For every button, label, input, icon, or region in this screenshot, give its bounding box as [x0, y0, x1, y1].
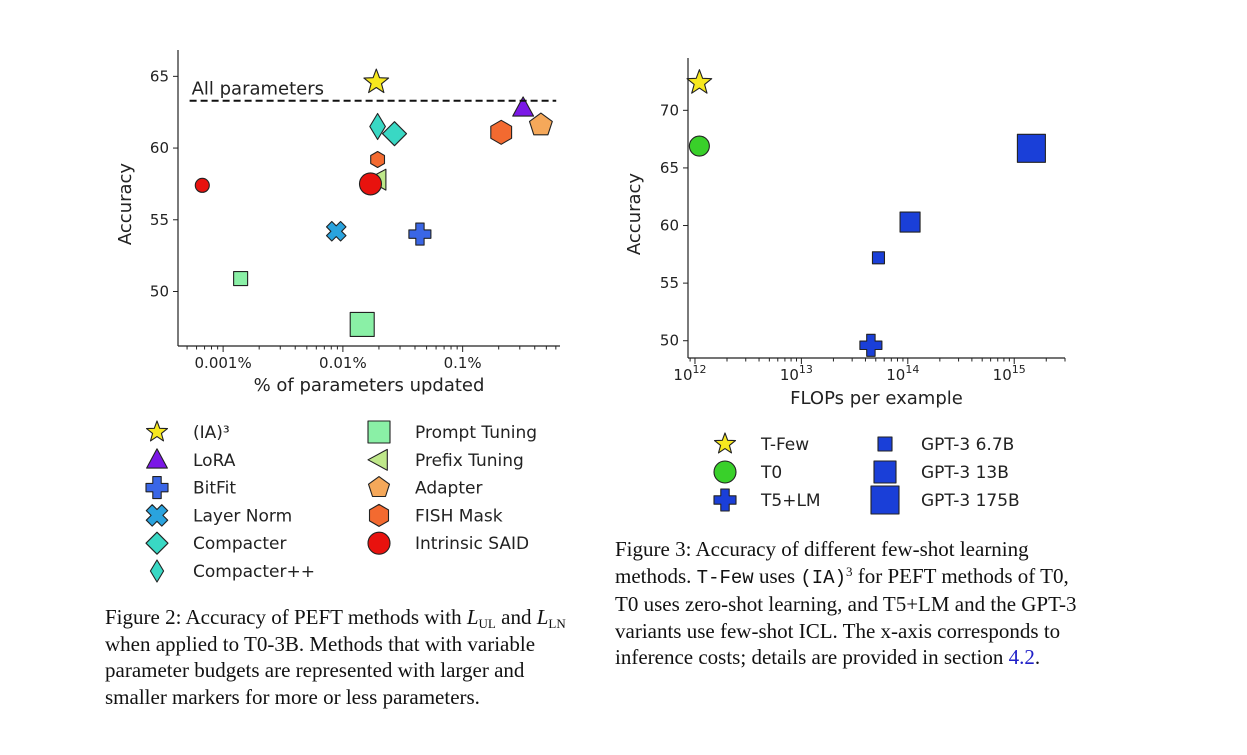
legend-label-gpt-3-13b: GPT-3 13B — [921, 463, 1009, 483]
x-tick-exponent: 13 — [799, 363, 813, 376]
figure2-chart: 50 55 60 65 0.001% 0.01% 0.1% % of parameters u… — [115, 50, 560, 583]
point-compacter — [381, 121, 408, 147]
legend-marker-adapter — [367, 476, 391, 498]
point-fish-mask — [370, 150, 386, 169]
x-axis-label: FLOPs per example — [790, 388, 963, 409]
x-tick-label: 1012 — [673, 363, 706, 384]
legend-marker-prompt-tuning — [367, 420, 391, 444]
section-link[interactable]: 4.2 — [1008, 645, 1035, 669]
y-tick-label: 55 — [150, 211, 169, 229]
figure3-chart: 50 55 60 65 70 1012 1013 1014 1015 FLOPs per exam… — [624, 58, 1066, 515]
x-tick-label: 1015 — [993, 363, 1026, 384]
legend-label-layer-norm: Layer Norm — [193, 506, 292, 526]
figure3-caption-label: Figure 3: — [615, 537, 692, 561]
all-parameters-label: All parameters — [192, 79, 324, 100]
x-tick-exponent: 14 — [905, 363, 919, 376]
x-tick-label: 0.001% — [195, 354, 252, 372]
legend-label-prefix-tuning: Prefix Tuning — [415, 451, 524, 471]
point-bitfit — [408, 222, 432, 246]
legend-label-compacter: Compacter — [193, 534, 287, 554]
legend-label-fish-mask: FISH Mask — [415, 506, 503, 526]
y-tick-label: 55 — [660, 274, 679, 292]
x-axis-label: % of parameters updated — [254, 375, 485, 396]
y-tick-label: 50 — [150, 282, 169, 300]
point-layer-norm — [325, 220, 347, 242]
point-ia — [363, 68, 390, 94]
x-tick-label: 0.1% — [444, 354, 482, 372]
legend-marker-compacter — [149, 559, 165, 583]
x-tick-label: 1013 — [780, 363, 813, 384]
legend-label-intrinsic-said: Intrinsic SAID — [415, 534, 529, 554]
y-tick-label: 65 — [660, 159, 679, 177]
legend-label-adapter: Adapter — [415, 479, 482, 499]
point-gpt-3-13b — [899, 211, 921, 233]
legend-marker-intrinsic-said — [367, 531, 391, 555]
legend-label-t5-lm: T5+LM — [760, 491, 821, 511]
point-gpt-3-6-7b — [871, 251, 886, 265]
legend-marker-gpt-3-175b — [870, 485, 900, 515]
legend-label-gpt-3-6-7b: GPT-3 6.7B — [921, 435, 1014, 455]
x-tick-exponent: 15 — [1012, 363, 1026, 376]
legend-marker-t-few — [713, 432, 737, 454]
point-t5-lm — [859, 333, 883, 357]
x-tick-label: 1014 — [886, 363, 919, 384]
legend-label-t0: T0 — [760, 463, 782, 483]
legend-marker-prefix-tuning — [367, 448, 388, 471]
figure2-caption-label: Figure 2: — [105, 605, 182, 629]
legend-label-gpt-3-175b: GPT-3 175B — [921, 491, 1020, 511]
point-lora — [512, 96, 535, 117]
legend-marker-t0 — [713, 460, 737, 484]
point-intrinsic-said — [358, 172, 383, 196]
point-prompt-tuning — [349, 311, 375, 338]
point-adapter — [528, 112, 553, 136]
legend-label-t-few: T-Few — [760, 435, 809, 455]
point-intrinsic-said — [194, 177, 210, 193]
legend-label-compacter: Compacter++ — [193, 562, 315, 582]
figure3-caption: Figure 3: Accuracy of different few-shot… — [615, 537, 1077, 669]
legend-marker-fish-mask — [368, 503, 390, 527]
point-prompt-tuning — [233, 271, 249, 287]
legend-marker-compacter — [145, 531, 169, 555]
legend-marker-t5-lm — [713, 488, 737, 512]
legend-marker-lora — [146, 448, 168, 469]
legend-label-ia: (IA)³ — [193, 423, 230, 443]
point-gpt-3-175b — [1016, 133, 1046, 163]
y-tick-label: 60 — [150, 139, 169, 157]
y-axis-label: Accuracy — [624, 173, 645, 256]
x-tick-label: 0.01% — [319, 354, 367, 372]
point-fish-mask — [490, 119, 513, 145]
y-tick-label: 70 — [660, 101, 679, 119]
legend-marker-bitfit — [145, 476, 169, 500]
legend-marker-gpt-3-13b — [873, 460, 897, 484]
point-t-few — [686, 69, 713, 94]
figure2-caption: Figure 2: Accuracy of PEFT methods with … — [105, 605, 566, 709]
y-tick-label: 50 — [660, 332, 679, 350]
legend-marker-ia — [145, 420, 169, 442]
legend-marker-gpt-3-6-7b — [877, 436, 893, 452]
y-axis-label: Accuracy — [115, 163, 136, 246]
legend-label-lora: LoRA — [193, 451, 236, 471]
y-tick-label: 60 — [660, 217, 679, 235]
point-compacter — [369, 112, 386, 141]
legend-marker-layer-norm — [145, 504, 169, 527]
y-tick-label: 65 — [150, 67, 169, 85]
point-t0 — [688, 135, 710, 157]
legend-label-bitfit: BitFit — [193, 479, 236, 499]
legend-label-prompt-tuning: Prompt Tuning — [415, 423, 537, 443]
x-tick-exponent: 12 — [693, 363, 707, 376]
